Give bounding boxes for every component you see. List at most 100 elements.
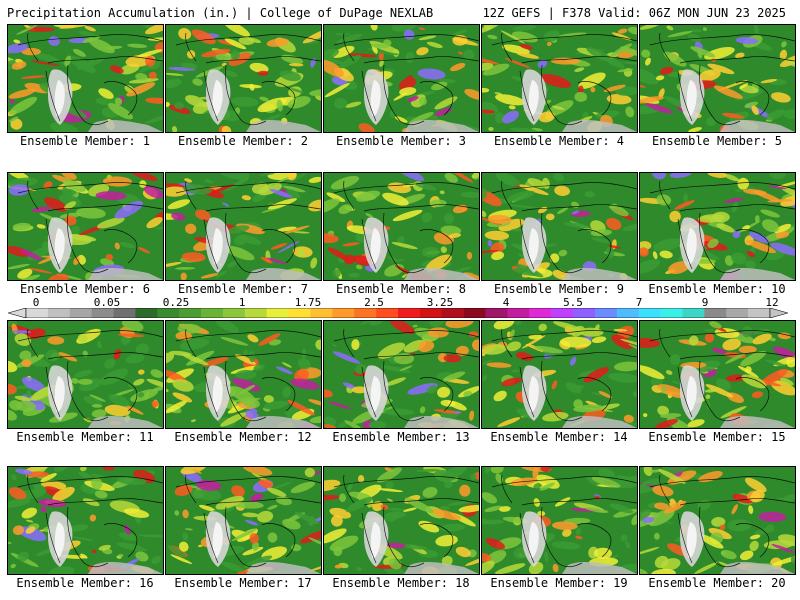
ensemble-member-label: Ensemble Member: 8 — [322, 282, 480, 296]
colorbar-swatch — [310, 308, 333, 318]
precip-map — [324, 467, 479, 574]
ensemble-member-panel — [481, 24, 638, 133]
colorbar-swatch — [704, 308, 727, 318]
colorbar-tick-label: 0 — [32, 296, 40, 309]
colorbar-tick-label: 1.75 — [294, 296, 322, 309]
member-label-prefix: Ensemble Member: — [493, 282, 610, 296]
ensemble-member-panel — [639, 24, 796, 133]
ensemble-member-panel — [323, 320, 480, 429]
ensemble-member-panel — [481, 172, 638, 281]
precip-map — [166, 25, 321, 132]
colorbar-swatch — [529, 308, 552, 318]
ensemble-member-panel — [165, 24, 322, 133]
colorbar-swatch — [332, 308, 355, 318]
colorbar-swatch — [222, 308, 246, 318]
precip-map — [8, 25, 163, 132]
ensemble-member-label: Ensemble Member: 1 — [6, 134, 164, 148]
colorbar-tick-label: 0.05 — [93, 296, 121, 309]
member-number: 6 — [135, 282, 151, 296]
member-number: 5 — [767, 134, 783, 148]
ensemble-member-label: Ensemble Member: 18 — [322, 576, 480, 590]
precip-map — [640, 173, 795, 280]
member-label-prefix: Ensemble Member: — [174, 576, 290, 590]
ensemble-member-label: Ensemble Member: 3 — [322, 134, 480, 148]
colorbar-labels: 0 0.05 0.25 1 1.75 2.5 3.25 4 5.5 7 9 12 — [8, 297, 788, 308]
ensemble-member-label: Ensemble Member: 2 — [164, 134, 322, 148]
colorbar-swatch — [507, 308, 530, 318]
precip-map — [166, 173, 321, 280]
member-label-prefix: Ensemble Member: — [335, 282, 452, 296]
colorbar-swatch — [288, 308, 311, 318]
colorbar-swatch — [266, 308, 289, 318]
ensemble-member-label: Ensemble Member: 14 — [480, 430, 638, 444]
precip-map — [482, 321, 637, 428]
precip-map — [166, 321, 321, 428]
member-label-prefix: Ensemble Member: — [174, 430, 290, 444]
precip-map — [482, 25, 637, 132]
ensemble-member-label: Ensemble Member: 6 — [6, 282, 164, 296]
colorbar-tick-label: 2.5 — [364, 296, 384, 309]
run-valid-info: 12Z GEFS | F378 Valid: 06Z MON JUN 23 20… — [482, 6, 786, 20]
ensemble-member-label: Ensemble Member: 17 — [164, 576, 322, 590]
precip-map — [8, 173, 163, 280]
ensemble-member-panel — [165, 172, 322, 281]
member-number: 11 — [131, 430, 154, 444]
ensemble-member-panel — [323, 24, 480, 133]
member-label-prefix: Ensemble Member: — [19, 134, 136, 148]
member-label-prefix: Ensemble Member: — [177, 282, 294, 296]
member-label-prefix: Ensemble Member: — [19, 282, 136, 296]
precip-map — [482, 173, 637, 280]
colorbar-swatch — [638, 308, 661, 318]
ensemble-member-panel — [481, 466, 638, 575]
member-number: 12 — [289, 430, 312, 444]
precip-map — [324, 25, 479, 132]
precip-map — [8, 321, 163, 428]
colorbar-swatch — [419, 308, 443, 318]
ensemble-member-label: Ensemble Member: 15 — [638, 430, 796, 444]
ensemble-member-panel — [323, 466, 480, 575]
member-number: 9 — [609, 282, 625, 296]
precip-map — [640, 467, 795, 574]
colorbar-swatch — [376, 308, 399, 318]
ensemble-member-label: Ensemble Member: 5 — [638, 134, 796, 148]
ensemble-member-panel — [481, 320, 638, 429]
colorbar-swatch — [244, 308, 267, 318]
member-number: 15 — [763, 430, 786, 444]
ensemble-member-panel — [7, 466, 164, 575]
ensemble-member-panel — [165, 466, 322, 575]
colorbar-tick-label: 1 — [238, 296, 246, 309]
colorbar-swatch — [573, 308, 596, 318]
ensemble-member-panel — [7, 320, 164, 429]
precip-map — [166, 467, 321, 574]
ensemble-member-panel — [639, 172, 796, 281]
ensemble-member-label: Ensemble Member: 11 — [6, 430, 164, 444]
member-number: 17 — [289, 576, 312, 590]
colorbar-tick-label: 3.25 — [426, 296, 454, 309]
colorbar-max-arrow — [769, 308, 788, 318]
chart-title: Precipitation Accumulation (in.) | Colle… — [7, 6, 434, 20]
colorbar-tick-label: 9 — [701, 296, 709, 309]
ensemble-member-label: Ensemble Member: 7 — [164, 282, 322, 296]
member-number: 7 — [293, 282, 309, 296]
member-number: 10 — [763, 282, 786, 296]
member-label-prefix: Ensemble Member: — [332, 430, 448, 444]
ensemble-member-label: Ensemble Member: 10 — [638, 282, 796, 296]
precip-map — [8, 467, 163, 574]
member-label-prefix: Ensemble Member: — [16, 576, 132, 590]
ensemble-member-label: Ensemble Member: 19 — [480, 576, 638, 590]
member-label-prefix: Ensemble Member: — [648, 282, 764, 296]
precipitation-colorbar: 0 0.05 0.25 1 1.75 2.5 3.25 4 5.5 7 9 12 — [8, 297, 788, 319]
ensemble-member-label: Ensemble Member: 20 — [638, 576, 796, 590]
colorbar-min-arrow — [8, 308, 27, 318]
ensemble-member-label: Ensemble Member: 9 — [480, 282, 638, 296]
colorbar-swatch — [682, 308, 705, 318]
colorbar-swatch — [594, 308, 618, 318]
member-label-prefix: Ensemble Member: — [493, 134, 610, 148]
colorbar-swatch — [135, 308, 158, 318]
member-label-prefix: Ensemble Member: — [490, 430, 606, 444]
ensemble-member-label: Ensemble Member: 16 — [6, 576, 164, 590]
colorbar-swatch — [398, 308, 421, 318]
colorbar-scale — [8, 308, 788, 318]
member-number: 13 — [447, 430, 470, 444]
colorbar-swatch — [157, 308, 180, 318]
